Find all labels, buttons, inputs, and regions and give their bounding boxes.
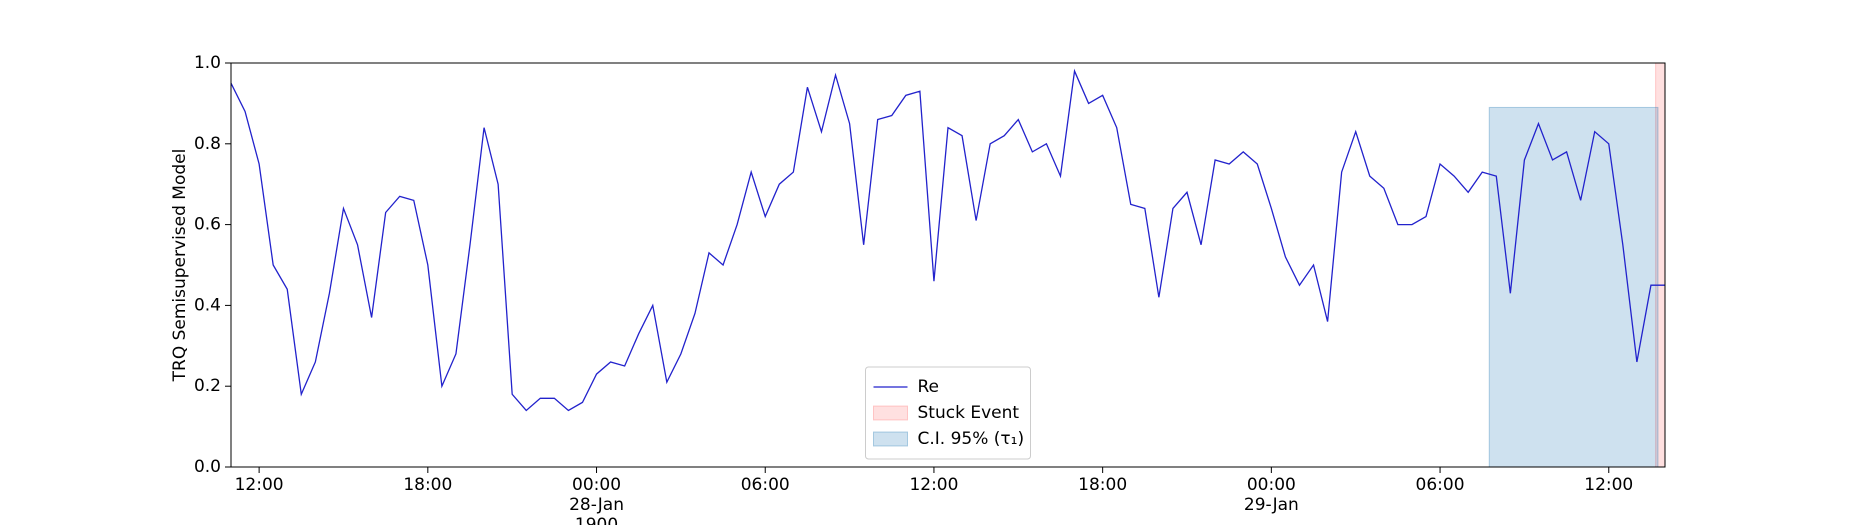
x-tick-label: 12:00	[909, 475, 958, 495]
legend-patch	[873, 405, 908, 421]
y-tick-label: 0.2	[194, 376, 221, 396]
y-tick-label: 0.0	[194, 457, 221, 477]
x-tick-label: 18:00	[403, 475, 452, 495]
y-tick-label: 0.6	[194, 215, 221, 235]
axes-frame	[230, 62, 1666, 468]
y-tick-label: 0.4	[194, 295, 221, 315]
legend: Re Stuck Event C.I. 95% (τ₁)	[865, 366, 1031, 460]
legend-label: C.I. 95% (τ₁)	[918, 429, 1025, 449]
shaded-region	[1488, 106, 1659, 468]
x-tick-label: 12:00	[235, 475, 284, 495]
x-tick-label: 18:00	[1078, 475, 1127, 495]
x-tick-label: 12:00	[1584, 475, 1633, 495]
x-tick-label: 06:00	[1416, 475, 1465, 495]
legend-box	[865, 366, 1031, 460]
y-axis-label: TRQ Semisupervised Model	[170, 149, 190, 383]
legend-label: Re	[918, 377, 940, 397]
legend-label: Stuck Event	[918, 403, 1020, 423]
y-tick-label: 1.0	[194, 53, 221, 73]
x-tick-label: 00:00 29-Jan	[1244, 475, 1299, 515]
y-tick-label: 0.8	[194, 134, 221, 154]
x-tick-label: 06:00	[741, 475, 790, 495]
legend-patch	[873, 431, 908, 447]
data-line	[230, 68, 1665, 412]
x-tick-label: 00:00 28-Jan 1900	[569, 475, 624, 525]
